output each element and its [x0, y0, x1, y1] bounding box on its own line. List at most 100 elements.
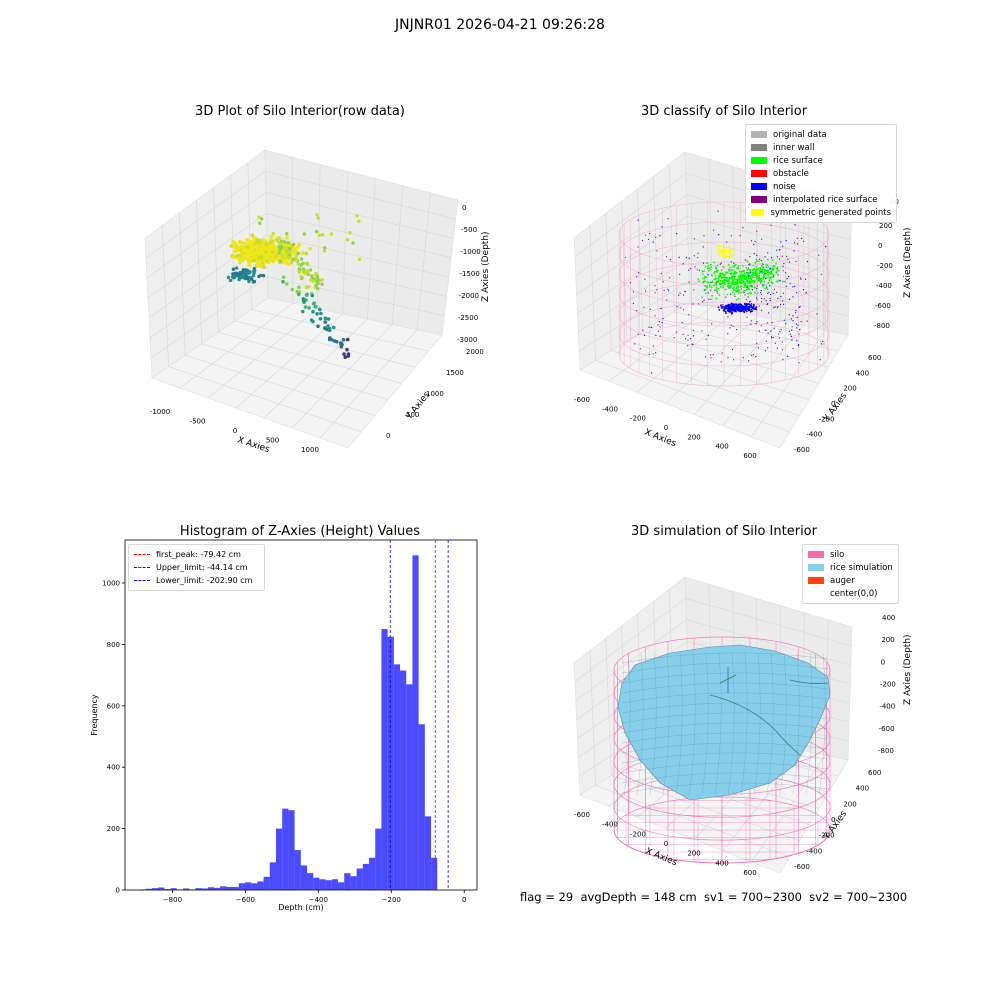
- data-point: [708, 298, 710, 300]
- data-point: [736, 303, 739, 306]
- x-tick-label: 1000: [301, 446, 319, 454]
- data-point: [748, 264, 750, 266]
- classify-3d-scatter: -600-400-2000200400600-600-400-200020040…: [573, 151, 913, 460]
- data-point: [746, 316, 748, 318]
- data-point: [642, 329, 644, 331]
- surface-mesh-line: [621, 752, 829, 764]
- data-point: [298, 267, 302, 272]
- data-point: [320, 282, 324, 286]
- data-point: [738, 304, 740, 306]
- histogram-bar: [424, 816, 432, 890]
- data-point: [773, 327, 775, 329]
- legend-entry: noise: [751, 180, 891, 193]
- panel1-z-axis-label: Z Axies (Depth): [481, 231, 491, 302]
- data-point: [755, 258, 758, 261]
- x-tick-label: -600: [574, 811, 590, 819]
- data-point: [656, 250, 658, 252]
- data-point: [750, 320, 752, 322]
- data-point: [648, 353, 650, 355]
- histogram-bar: [356, 868, 363, 890]
- data-point: [748, 300, 751, 303]
- histogram-bar: [214, 887, 221, 890]
- surface-mesh-line: [805, 652, 813, 796]
- data-point: [231, 267, 236, 271]
- data-point: [792, 315, 794, 317]
- data-point: [237, 257, 242, 262]
- data-point: [753, 244, 755, 246]
- data-point: [273, 246, 277, 251]
- data-point: [277, 240, 281, 244]
- surface-mesh-line: [621, 682, 829, 694]
- data-point: [233, 249, 237, 254]
- data-point: [710, 357, 712, 359]
- data-point: [659, 326, 661, 328]
- data-point: [745, 280, 748, 282]
- histogram-bar: [195, 888, 202, 890]
- legend-entry: center(0,0): [808, 587, 893, 600]
- legend-entry: obstacle: [751, 167, 891, 180]
- data-point: [294, 259, 299, 263]
- data-point: [718, 254, 721, 257]
- data-point: [266, 260, 271, 264]
- data-point: [769, 267, 772, 269]
- data-point: [637, 246, 639, 248]
- data-point: [710, 268, 712, 271]
- data-point: [245, 238, 249, 242]
- data-point: [788, 298, 791, 300]
- data-point: [756, 298, 759, 301]
- data-point: [760, 309, 763, 311]
- legend-label: Upper_limit: -44.14 cm: [156, 563, 248, 572]
- data-point: [659, 235, 661, 237]
- data-point: [785, 272, 787, 274]
- data-point: [709, 281, 712, 284]
- histogram-bar: [313, 877, 320, 890]
- data-point: [767, 282, 770, 284]
- data-point: [679, 292, 681, 294]
- legend-swatch: [751, 144, 767, 151]
- data-point: [747, 309, 750, 312]
- data-point: [731, 277, 733, 280]
- data-point: [764, 350, 766, 352]
- data-point: [632, 291, 634, 293]
- data-point: [798, 333, 800, 335]
- histogram-bar: [400, 670, 407, 890]
- data-point: [756, 291, 759, 294]
- data-point: [753, 280, 756, 283]
- data-point: [346, 352, 351, 356]
- data-point: [818, 254, 820, 256]
- panel4-y-axis-label: Y Axies: [822, 809, 850, 842]
- data-point: [329, 232, 334, 236]
- data-point: [251, 252, 256, 257]
- data-point: [750, 323, 752, 325]
- data-point: [747, 296, 749, 298]
- data-point: [301, 267, 306, 271]
- data-point: [296, 262, 300, 266]
- data-point: [296, 251, 300, 256]
- surface-mesh-line: [621, 772, 829, 784]
- data-point: [753, 286, 756, 289]
- x-tick-label: 0: [233, 427, 237, 435]
- data-point: [278, 247, 282, 252]
- z-tick-label: -600: [875, 302, 891, 310]
- data-point: [639, 348, 641, 350]
- data-point: [717, 292, 719, 294]
- grid-line: [589, 225, 790, 433]
- data-point: [662, 317, 664, 320]
- data-point: [803, 240, 805, 242]
- data-point: [715, 282, 717, 285]
- data-point: [717, 277, 720, 280]
- data-point: [252, 279, 257, 284]
- data-point: [782, 270, 784, 272]
- data-point: [703, 277, 706, 279]
- data-point: [719, 263, 721, 265]
- data-point: [314, 271, 318, 276]
- data-point: [326, 317, 331, 321]
- data-point: [281, 256, 285, 260]
- data-point: [731, 280, 734, 283]
- data-point: [773, 288, 776, 290]
- data-point: [781, 349, 783, 351]
- grid-line: [213, 187, 402, 384]
- data-point: [782, 300, 784, 302]
- data-point: [325, 327, 329, 332]
- data-point: [750, 240, 753, 242]
